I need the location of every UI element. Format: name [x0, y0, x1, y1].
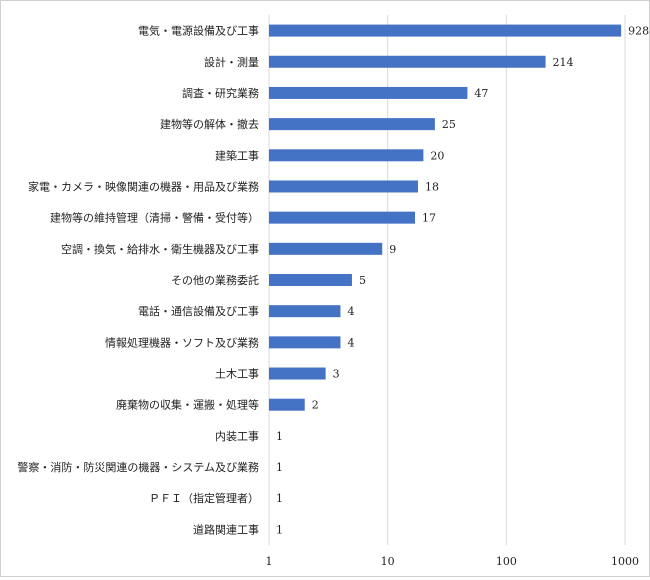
bar	[269, 305, 341, 318]
value-label: 1	[276, 461, 283, 474]
value-label: 4	[347, 336, 354, 349]
bar	[269, 336, 341, 349]
category-label: 建物等の維持管理（清掃・警備・受付等）	[50, 211, 259, 225]
value-label: 17	[422, 212, 436, 225]
bar	[269, 55, 546, 68]
x-tick-label: 10	[381, 555, 395, 568]
value-label: 25	[442, 118, 456, 131]
value-label: 47	[474, 87, 488, 100]
value-label: 20	[430, 149, 444, 162]
bar	[269, 118, 435, 131]
x-tick-label: 1000	[611, 555, 639, 568]
value-label: 18	[425, 180, 439, 193]
value-label: 1	[276, 492, 283, 505]
category-label: 家電・カメラ・映像関連の機器・用品及び業務	[28, 179, 259, 193]
category-label: 電気・電源設備及び工事	[138, 24, 259, 38]
category-label: 道路関連工事	[193, 522, 259, 536]
value-label: 1	[276, 430, 283, 443]
bar	[269, 180, 418, 193]
value-label: 3	[333, 368, 340, 381]
category-label: 内装工事	[215, 429, 259, 443]
bar	[269, 274, 352, 286]
category-label: 建物等の解体・撤去	[160, 117, 259, 131]
category-label: その他の業務委託	[171, 273, 259, 287]
category-label: 電話・通信設備及び工事	[138, 304, 259, 318]
category-label: 建築工事	[215, 148, 259, 162]
bars	[269, 24, 622, 411]
bar	[269, 86, 468, 99]
category-label: 調査・研究業務	[182, 86, 259, 100]
value-label: 5	[359, 274, 366, 287]
category-label: 設計・測量	[204, 55, 259, 69]
category-labels: 電気・電源設備及び工事設計・測量調査・研究業務建物等の解体・撤去建築工事家電・カ…	[17, 24, 259, 537]
category-label: ＰＦＩ（指定管理者）	[149, 491, 259, 505]
x-tick-labels: 1 10 100 1000	[266, 555, 640, 568]
value-label: 214	[553, 56, 574, 69]
category-label: 廃棄物の収集・運搬・処理等	[116, 398, 259, 412]
bar	[269, 149, 424, 162]
value-label: 1	[276, 523, 283, 536]
value-label: 4	[347, 305, 354, 318]
bar	[269, 367, 326, 380]
bar	[269, 242, 383, 255]
category-label: 情報処理機器・ソフト及び業務	[105, 335, 259, 349]
value-label: 2	[312, 399, 319, 412]
value-labels: 928 214 47 25 20 18 17 9 5 4 4 3 2 1 1 1 1	[276, 25, 649, 537]
bar	[269, 211, 416, 224]
category-label: 空調・換気・給排水・衛生機器及び工事	[61, 242, 259, 256]
x-tick-label: 100	[496, 555, 517, 568]
value-label: 928	[628, 25, 649, 38]
bar	[269, 398, 305, 411]
x-tick-label: 1	[266, 555, 273, 568]
category-label: 警察・消防・防災関連の機器・システム及び業務	[17, 460, 259, 474]
bar	[269, 24, 622, 37]
category-label: 土木工事	[215, 368, 259, 381]
value-label: 9	[389, 243, 396, 256]
